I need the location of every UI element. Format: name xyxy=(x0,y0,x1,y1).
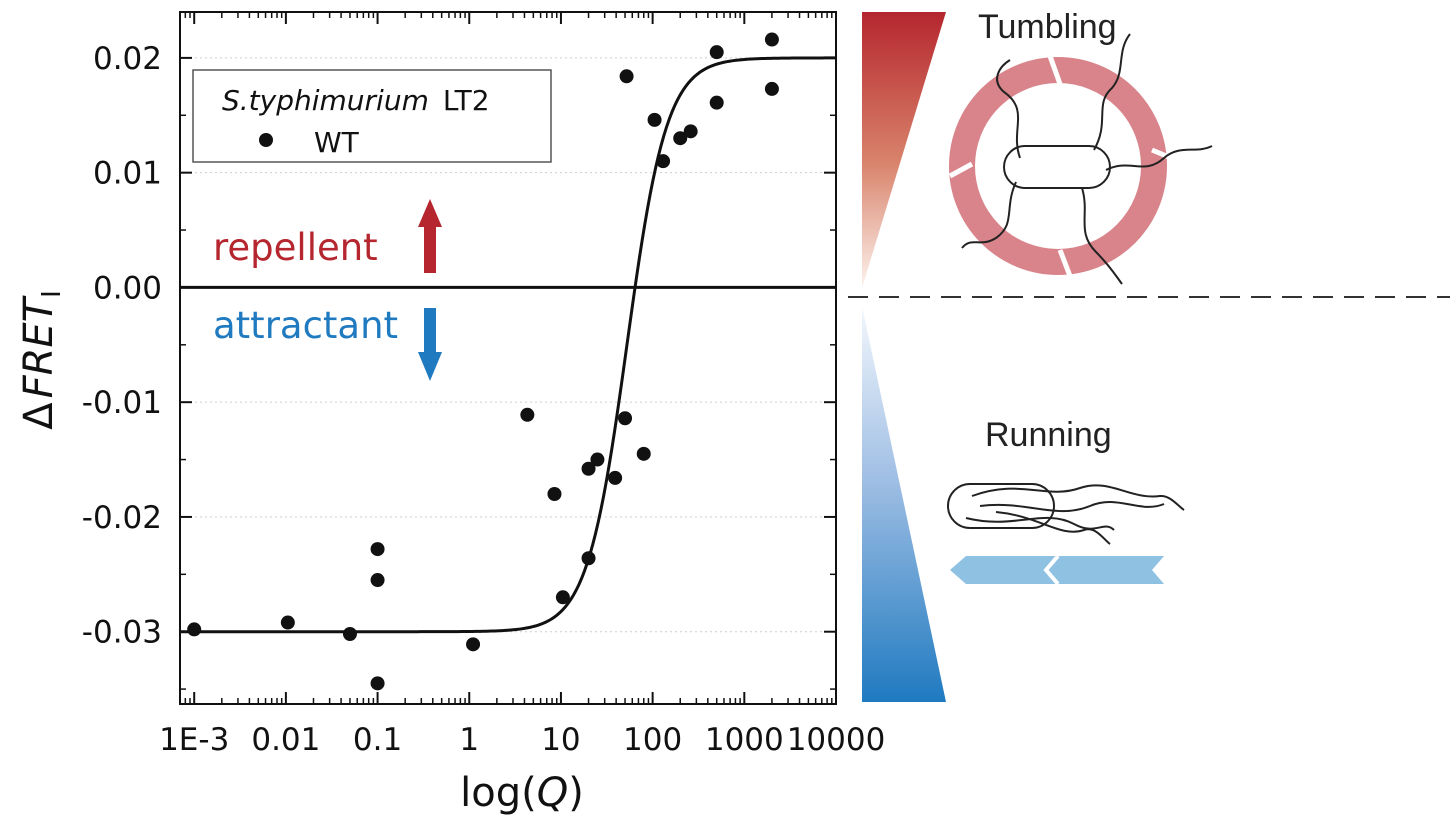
data-point xyxy=(764,32,779,47)
tumbling-cell-diagram xyxy=(948,33,1213,285)
plot-frame xyxy=(179,11,837,705)
y-tick-label: 0.01 xyxy=(93,156,162,192)
data-point xyxy=(764,81,779,96)
running-cell-diagram xyxy=(947,483,1185,586)
data-point xyxy=(581,461,596,476)
data-point xyxy=(520,407,535,422)
repellent-gradient-wedge xyxy=(862,12,946,288)
data-point xyxy=(647,112,662,127)
data-point xyxy=(618,411,633,426)
x-tick-label: 10000 xyxy=(787,722,886,758)
data-point xyxy=(555,590,570,605)
x-tick-label: 1000 xyxy=(705,722,784,758)
data-point xyxy=(619,69,634,84)
legend-entry-wt: WT xyxy=(314,126,360,159)
x-tick-labels: 1E-3 0.01 0.1 1 10 100 1000 10000 xyxy=(159,722,885,758)
run-direction-arrow xyxy=(950,556,1164,584)
tumbling-label: Tumbling xyxy=(978,8,1117,46)
data-point xyxy=(370,573,385,588)
x-tick-label: 1E-3 xyxy=(159,722,229,758)
attractant-gradient-wedge xyxy=(862,306,946,702)
attractant-arrow xyxy=(418,308,442,381)
data-point xyxy=(370,676,385,691)
data-point xyxy=(187,622,202,637)
axis-ticks xyxy=(179,12,837,704)
data-point xyxy=(581,551,596,566)
x-tick-label: 100 xyxy=(623,722,682,758)
y-tick-label: 0.02 xyxy=(93,41,162,77)
repellent-arrow xyxy=(418,199,442,273)
data-point xyxy=(370,542,385,557)
legend-marker xyxy=(259,133,273,147)
data-point xyxy=(709,95,724,110)
y-tick-labels: 0.02 0.01 0.00 -0.01 -0.02 -0.03 xyxy=(82,41,162,651)
sigmoid-fit-curve xyxy=(180,56,836,634)
data-point xyxy=(466,637,481,652)
attractant-label: attractant xyxy=(213,304,398,347)
data-point xyxy=(547,486,562,501)
data-point xyxy=(590,452,605,467)
data-point xyxy=(608,470,623,485)
data-point xyxy=(683,124,698,139)
legend: S.typhimurium LT2 WT xyxy=(192,69,552,163)
data-point xyxy=(673,131,688,146)
x-axis-title: log(Q) xyxy=(460,770,584,816)
data-point xyxy=(280,615,295,630)
x-tick-label: 10 xyxy=(541,722,580,758)
x-tick-label: 0.01 xyxy=(251,722,320,758)
data-point xyxy=(636,446,651,461)
data-point xyxy=(709,45,724,60)
legend-title: S.typhimurium LT2 xyxy=(222,84,490,117)
x-tick-label: 0.1 xyxy=(353,722,402,758)
x-tick-label: 1 xyxy=(459,722,479,758)
y-tick-label: -0.01 xyxy=(82,385,162,421)
y-axis-title: ΔFRETI xyxy=(16,290,67,430)
data-points xyxy=(187,32,779,691)
y-tick-label: 0.00 xyxy=(93,270,162,306)
data-point xyxy=(656,154,671,169)
y-tick-label: -0.02 xyxy=(82,500,162,536)
repellent-label: repellent xyxy=(213,226,378,269)
data-point xyxy=(342,626,357,641)
y-tick-label: -0.03 xyxy=(82,615,162,651)
running-label: Running xyxy=(985,416,1112,454)
grid-lines xyxy=(180,57,836,633)
